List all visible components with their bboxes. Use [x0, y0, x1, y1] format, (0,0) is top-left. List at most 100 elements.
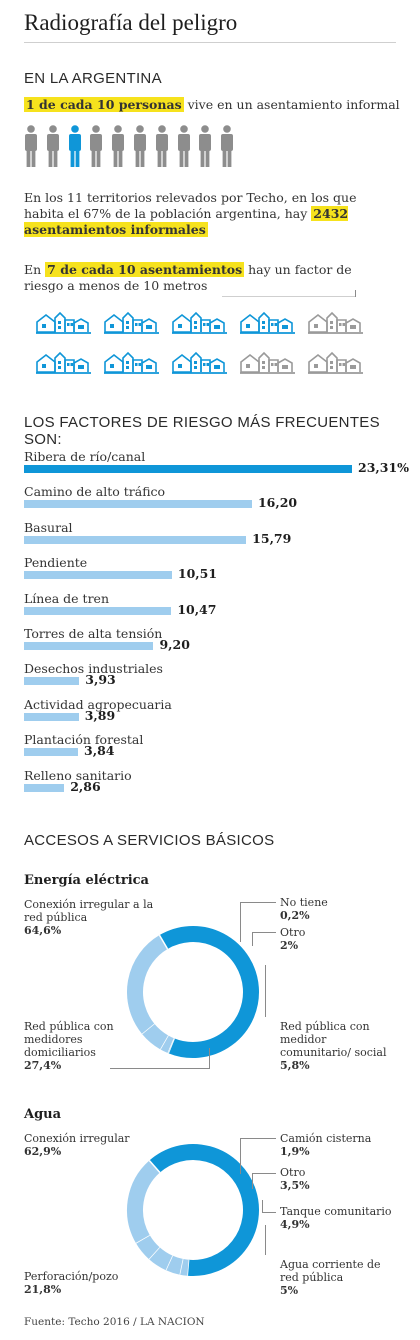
territory-text: En los 11 territorios relevados por Tech… [24, 190, 357, 221]
water-label-otro: Otro 3,5% [280, 1166, 310, 1192]
bar-category-label: Actividad agropecuaria [24, 696, 172, 712]
bar-value-label: 15,79 [252, 530, 292, 546]
water-label-agua-corriente: Agua corriente de red pública 5% [280, 1258, 381, 1297]
energy-donut-slice [159, 926, 259, 1058]
page-title: Radiografía del peligro [24, 10, 396, 43]
water-leader-agua [265, 1225, 266, 1255]
energy-leader-comunitario [265, 965, 266, 1017]
person-icon [155, 125, 168, 167]
bar [24, 783, 65, 792]
bar-value-label: 10,51 [177, 566, 218, 582]
settlement-icon [240, 311, 295, 334]
bar-category-label: Camino de alto tráfico [24, 484, 166, 500]
energy-donut-separator [158, 934, 169, 950]
bar [24, 571, 172, 580]
water-donut-separator [148, 1160, 161, 1174]
person-icon [221, 125, 234, 167]
bar-category-label: Plantación forestal [24, 732, 144, 748]
person-icon [90, 125, 103, 167]
water-donut-slice [135, 1234, 160, 1259]
person-icon [112, 125, 125, 167]
bar [24, 500, 252, 509]
bar-category-label: Ribera de río/canal [24, 449, 146, 464]
energy-label-otro: Otro 2% [280, 926, 306, 952]
people-highlight: 1 de cada 10 personas [24, 97, 184, 112]
water-leader-camion-v [240, 1138, 241, 1174]
bar-value-label: 3,93 [85, 672, 116, 688]
settlements-statement: En 7 de cada 10 asentamientos hay un fac… [24, 262, 384, 294]
settlements-prefix: En [24, 262, 46, 277]
energy-donut-slice [141, 1023, 169, 1050]
water-leader-tanque-v [262, 1200, 263, 1213]
water-label-camion: Camión cisterna 1,9% [280, 1132, 372, 1158]
settlements-divider-tick [355, 290, 356, 297]
water-donut-slice [127, 1160, 161, 1243]
water-donut-slice [165, 1255, 183, 1275]
water-donut-separator [165, 1255, 173, 1271]
section-argentina-heading: EN LA ARGENTINA [24, 70, 162, 87]
territory-statement: En los 11 territorios relevados por Tech… [24, 190, 396, 238]
bar-category-label: Línea de tren [24, 590, 109, 606]
settlements-divider [222, 296, 356, 297]
water-label-tanque: Tanque comunitario 4,9% [280, 1205, 392, 1231]
person-icon [25, 125, 37, 167]
bar-value-label: 3,84 [84, 743, 115, 759]
source-note: Fuente: Techo 2016 / LA NACION [24, 1316, 205, 1328]
bar [24, 535, 247, 544]
person-icon [177, 125, 190, 167]
bar [24, 642, 154, 650]
energy-label-comunitario: Red pública con medidor comunitario/ soc… [280, 1020, 387, 1072]
energy-label-irregular: Conexión irregular a la red pública 64,6% [24, 898, 154, 937]
water-leader-camion [240, 1138, 276, 1139]
settlement-icon [36, 311, 91, 334]
bar-value-label: 16,20 [257, 495, 298, 511]
bar-value-label: 9,20 [159, 637, 190, 652]
settlement-icon [172, 311, 227, 334]
bar-category-label: Desechos industriales [24, 661, 163, 677]
energy-label-domiciliarios: Red pública con medidores domiciliarios 2… [24, 1020, 114, 1072]
water-donut-slice [149, 1144, 259, 1276]
bar-value-label: 2,86 [70, 778, 101, 794]
energy-leader-otro [252, 932, 276, 933]
person-icon [199, 125, 212, 167]
people-rest: vive en un asentamiento informal [183, 97, 400, 112]
energy-donut-slice [127, 935, 168, 1034]
settlement-icon [308, 351, 363, 374]
energy-leader-domiciliarios-v [209, 1048, 210, 1069]
water-label-perforacion: Perforación/pozo 21,8% [24, 1270, 119, 1296]
water-donut-separator [135, 1234, 151, 1244]
water-leader-otro [252, 1173, 276, 1174]
energy-label-no-tiene: No tiene 0,2% [280, 896, 328, 922]
water-label-irregular: Conexión irregular 62,9% [24, 1132, 130, 1158]
bar [24, 712, 79, 721]
section-factors-heading: LOS FACTORES DE RIESGO MÁS FRECUENTES SO… [24, 414, 380, 448]
settlement-icon [172, 351, 227, 374]
water-leader-tanque [262, 1212, 276, 1213]
settlement-icon [308, 311, 363, 334]
bar-category-label: Basural [24, 519, 73, 535]
settlement-icon [104, 311, 159, 334]
water-leader-otro-v [252, 1173, 253, 1189]
bar-category-label: Pendiente [24, 555, 88, 571]
energy-leader-no-tiene-v [240, 902, 241, 942]
energy-leader-no-tiene [240, 902, 276, 903]
water-chart-title: Agua [24, 1107, 62, 1122]
bar [24, 465, 352, 473]
energy-leader-domiciliarios [110, 1068, 210, 1069]
energy-donut-slice [160, 1035, 174, 1053]
settlement-icon [240, 351, 295, 374]
section-services-heading: ACCESOS A SERVICIOS BÁSICOS [24, 832, 275, 849]
person-icon [46, 125, 59, 167]
water-donut-slice [148, 1246, 173, 1271]
bar-category-label: Relleno sanitario [24, 767, 132, 783]
bar-value-label: 10,47 [177, 601, 217, 617]
settlement-icon [104, 351, 159, 374]
settlement-icon [36, 351, 91, 374]
energy-leader-otro-v [252, 932, 253, 946]
bar-value-label: 23,31% [358, 460, 410, 475]
people-statement: 1 de cada 10 personas vive en un asentam… [24, 97, 400, 113]
person-icon [68, 125, 81, 167]
bar [24, 748, 79, 757]
bar-value-label: 3,89 [84, 707, 116, 723]
